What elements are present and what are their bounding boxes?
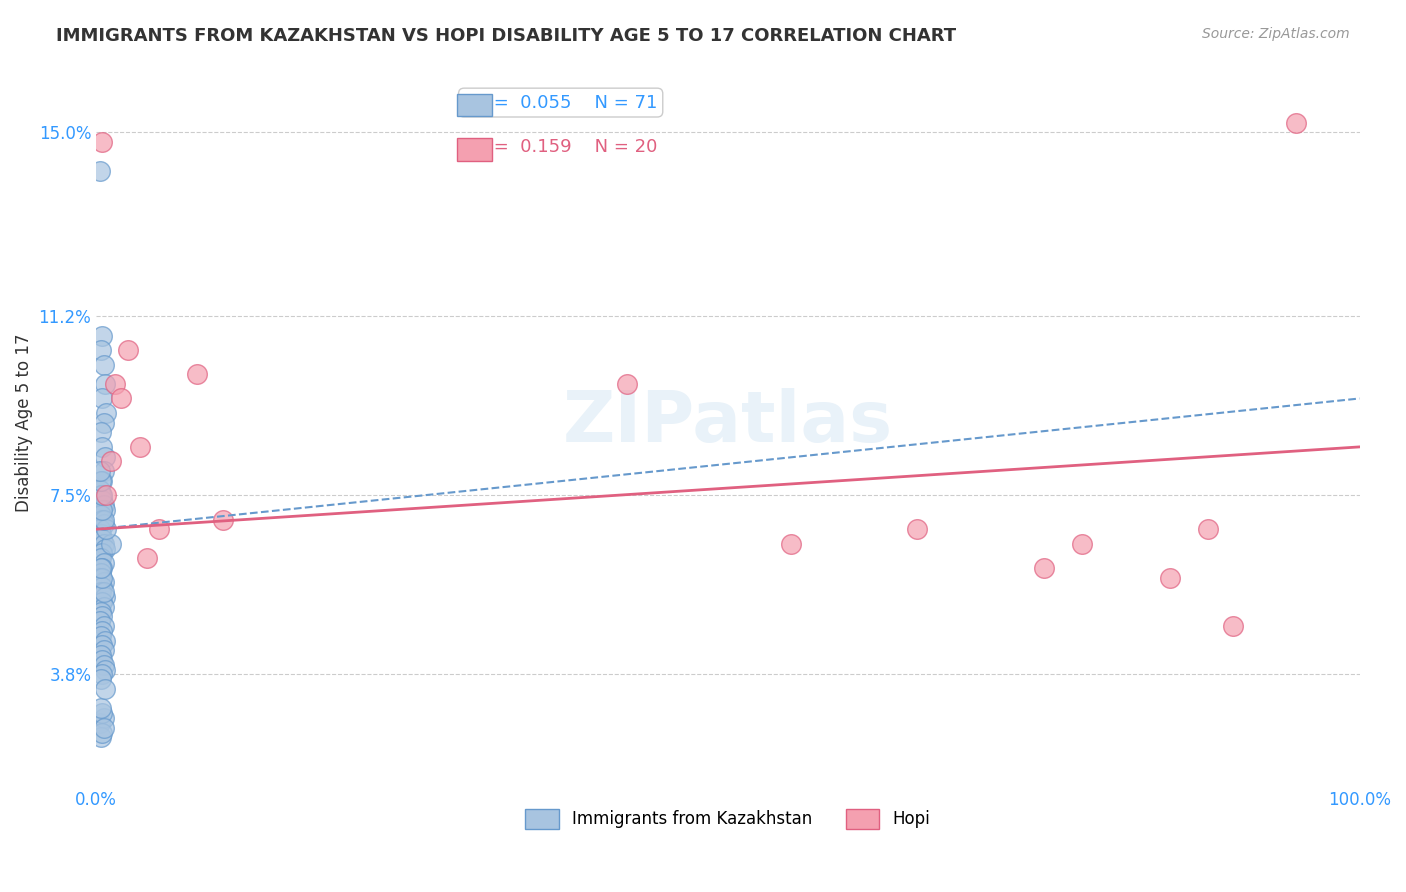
Point: [93, 619, 115, 633]
Point: [89, 715, 111, 730]
Point: [93, 416, 115, 430]
Point: [90, 629, 112, 643]
Point: [93, 464, 115, 478]
Point: [90, 605, 112, 619]
Point: [100, 537, 122, 551]
Point: [129, 440, 152, 454]
Point: [96, 406, 118, 420]
Point: [94, 681, 117, 696]
Point: [89, 483, 111, 498]
Point: [1197, 522, 1219, 536]
Legend: Immigrants from Kazakhstan, Hopi: Immigrants from Kazakhstan, Hopi: [519, 802, 936, 836]
Point: [90, 561, 112, 575]
Point: [93, 556, 115, 570]
Point: [186, 368, 208, 382]
Point: [1285, 115, 1308, 129]
Point: [93, 721, 115, 735]
Point: [93, 358, 115, 372]
Point: [148, 522, 170, 536]
Point: [94, 633, 117, 648]
Point: [89, 522, 111, 536]
Point: [91, 392, 114, 406]
Point: [91, 135, 114, 149]
Point: [90, 673, 112, 687]
Point: [91, 493, 114, 508]
Point: [90, 425, 112, 440]
Point: [90, 474, 112, 488]
Point: [91, 546, 114, 560]
Point: [91, 580, 114, 594]
Point: [90, 585, 112, 599]
Text: Source: ZipAtlas.com: Source: ZipAtlas.com: [1202, 27, 1350, 41]
Point: [96, 488, 118, 502]
Text: ZIPatlas: ZIPatlas: [562, 388, 893, 458]
Point: [93, 537, 115, 551]
Point: [91, 512, 114, 526]
Y-axis label: Disability Age 5 to 17: Disability Age 5 to 17: [15, 334, 32, 512]
Point: [91, 639, 114, 653]
Point: [90, 551, 112, 566]
Point: [104, 376, 127, 391]
Point: [91, 503, 114, 517]
Point: [91, 440, 114, 454]
Point: [91, 667, 114, 681]
Point: [91, 488, 114, 502]
Point: [1032, 561, 1054, 575]
Point: [93, 517, 115, 532]
Point: [94, 590, 117, 604]
Point: [91, 653, 114, 667]
Point: [93, 498, 115, 512]
Point: [94, 541, 117, 556]
Point: [1159, 571, 1181, 585]
Point: [94, 376, 117, 391]
Point: [94, 503, 117, 517]
Point: [211, 512, 233, 526]
Point: [91, 561, 114, 575]
Point: [90, 508, 112, 522]
Point: [94, 450, 117, 464]
Point: [100, 454, 122, 468]
Point: [89, 164, 111, 178]
Point: [90, 488, 112, 502]
Point: [91, 624, 114, 638]
Point: [91, 609, 114, 624]
Point: [90, 343, 112, 357]
Point: [90, 527, 112, 541]
Point: [93, 585, 115, 599]
Point: [89, 464, 111, 478]
Point: [91, 571, 114, 585]
Point: [91, 595, 114, 609]
Text: R =  0.055    N = 71: R = 0.055 N = 71: [464, 94, 658, 112]
Point: [89, 571, 111, 585]
Point: [91, 706, 114, 721]
Point: [94, 663, 117, 677]
Point: [90, 701, 112, 715]
Point: [91, 532, 114, 546]
Point: [616, 376, 638, 391]
Point: [93, 711, 115, 725]
Point: [93, 512, 115, 526]
Point: [91, 725, 114, 739]
Point: [90, 731, 112, 745]
Point: [905, 522, 928, 536]
Point: [117, 343, 139, 357]
Point: [91, 474, 114, 488]
Point: [90, 566, 112, 580]
Point: [90, 648, 112, 662]
Point: [93, 643, 115, 657]
Point: [780, 537, 803, 551]
Text: R =  0.159    N = 20: R = 0.159 N = 20: [464, 138, 658, 156]
Point: [91, 328, 114, 343]
Point: [89, 614, 111, 628]
Point: [1070, 537, 1092, 551]
Point: [93, 575, 115, 590]
Point: [110, 392, 132, 406]
Point: [1222, 619, 1244, 633]
Text: IMMIGRANTS FROM KAZAKHSTAN VS HOPI DISABILITY AGE 5 TO 17 CORRELATION CHART: IMMIGRANTS FROM KAZAKHSTAN VS HOPI DISAB…: [56, 27, 956, 45]
Point: [135, 551, 157, 566]
Point: [96, 522, 118, 536]
Point: [93, 599, 115, 614]
Point: [93, 657, 115, 672]
